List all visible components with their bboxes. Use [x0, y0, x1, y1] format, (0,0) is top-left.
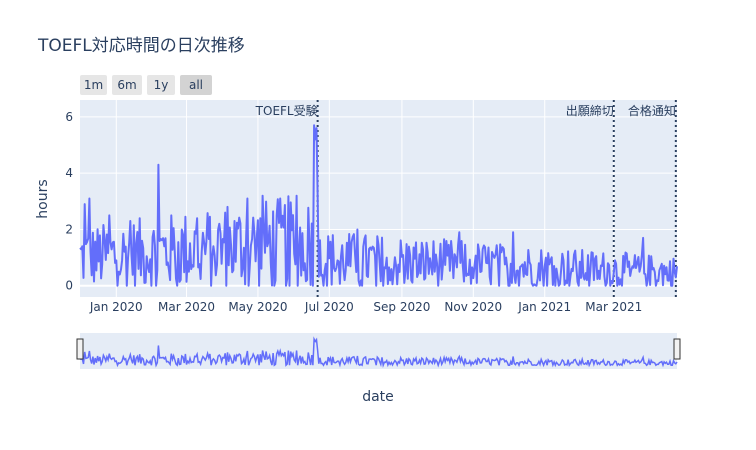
- range-slider-line: [79, 336, 678, 369]
- range-button-label: all: [189, 78, 203, 92]
- range-button-bg: [180, 75, 212, 95]
- y-axis-title: hours: [35, 179, 51, 218]
- range-button-label: 6m: [117, 78, 136, 92]
- range-button-label: 1y: [154, 78, 169, 92]
- y-tick-label: 4: [65, 166, 73, 180]
- chart-title: TOEFL対応時間の日次推移: [37, 36, 245, 56]
- event-lines: TOEFL受験 出願締切 合格通知: [255, 100, 677, 297]
- y-axis-ticks: 0 2 4 6: [65, 110, 73, 293]
- range-button-bg: [80, 75, 107, 95]
- x-tick-label: Sep 2020: [373, 300, 430, 314]
- gridlines: [80, 100, 677, 297]
- x-axis-title: date: [362, 389, 394, 405]
- event-label: TOEFL受験: [255, 103, 318, 118]
- x-tick-label: May 2020: [228, 300, 287, 314]
- y-tick-label: 2: [65, 222, 73, 236]
- range-button-label: 1m: [84, 78, 103, 92]
- x-tick-label: Mar 2021: [585, 300, 642, 314]
- range-button-1y[interactable]: 1y: [147, 75, 175, 95]
- y-tick-label: 6: [65, 110, 73, 124]
- range-button-all[interactable]: all: [180, 75, 212, 95]
- x-tick-label: Jan 2020: [89, 300, 143, 314]
- y-tick-label: 0: [65, 279, 73, 293]
- x-axis-ticks: Jan 2020 Mar 2020 May 2020 Jul 2020 Sep 2020…: [89, 300, 642, 314]
- range-button-1m[interactable]: 1m: [80, 75, 107, 95]
- series-line: [79, 124, 678, 287]
- range-button-6m[interactable]: 6m: [112, 75, 142, 95]
- range-slider-right-handle[interactable]: [673, 338, 681, 360]
- event-label: 出願締切: [566, 103, 614, 118]
- range-selector: 1m 6m 1y all: [80, 75, 212, 95]
- range-slider-left-handle[interactable]: [76, 338, 84, 360]
- x-tick-label: Jan 2021: [517, 300, 571, 314]
- x-tick-label: Mar 2020: [158, 300, 215, 314]
- x-tick-label: Jul 2020: [304, 300, 354, 314]
- range-button-bg: [112, 75, 142, 95]
- x-tick-label: Nov 2020: [444, 300, 502, 314]
- range-button-bg: [147, 75, 175, 95]
- event-label: 合格通知: [628, 103, 676, 118]
